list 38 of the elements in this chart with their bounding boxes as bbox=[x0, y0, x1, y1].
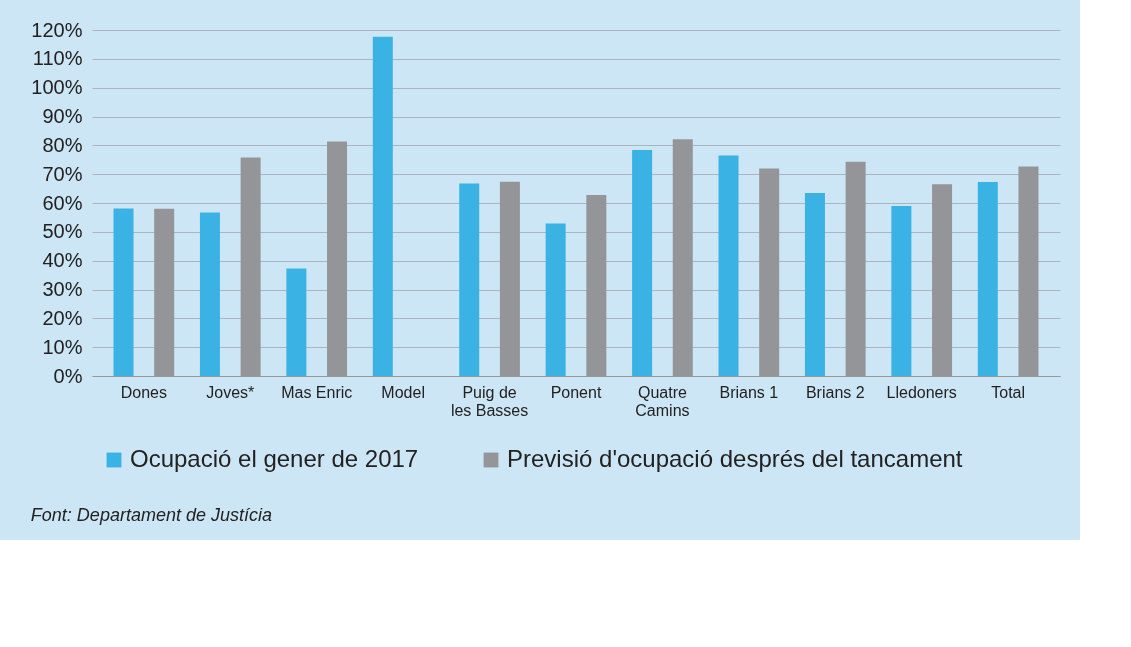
bar bbox=[718, 155, 739, 376]
y-tick-label: 70% bbox=[42, 162, 83, 185]
x-tick-label: Lledoners bbox=[886, 383, 957, 401]
y-tick-label: 80% bbox=[42, 133, 83, 156]
bar bbox=[891, 205, 912, 376]
y-tick-label: 30% bbox=[42, 278, 83, 300]
y-tick-label: 90% bbox=[42, 105, 83, 127]
y-tick-label: 40% bbox=[42, 249, 83, 272]
bar bbox=[545, 223, 566, 376]
bar bbox=[632, 149, 653, 376]
text: Font: Departament de Justícia bbox=[30, 505, 272, 525]
y-tick-label: 100% bbox=[31, 76, 83, 99]
y-tick-label: 120% bbox=[31, 18, 83, 41]
bar bbox=[977, 181, 998, 376]
x-tick-label: Dones bbox=[120, 383, 167, 401]
y-tick-label: 60% bbox=[42, 191, 83, 214]
x-tick-label: Total bbox=[991, 383, 1026, 401]
x-tick-label: Mas Enric bbox=[281, 383, 353, 401]
y-tick-label: 10% bbox=[42, 335, 83, 358]
bar bbox=[113, 208, 134, 376]
y-tick-label: 0% bbox=[53, 364, 83, 387]
bar bbox=[286, 268, 307, 376]
y-tick-label: 20% bbox=[42, 306, 83, 329]
bar bbox=[372, 36, 393, 376]
x-tick-label: Ponent bbox=[550, 383, 602, 401]
y-tick-label: 110% bbox=[32, 47, 83, 70]
bar bbox=[804, 192, 825, 376]
legend-label: Ocupació el gener de 2017 bbox=[130, 445, 419, 472]
bar bbox=[199, 212, 220, 376]
x-tick-label: Quatre Camins bbox=[635, 383, 690, 419]
x-tick-label: Joves* bbox=[206, 383, 255, 401]
x-tick-label: Model bbox=[381, 383, 425, 401]
legend-label: Previsió d'ocupació després del tancament bbox=[507, 445, 963, 472]
y-tick-label: 50% bbox=[42, 220, 83, 243]
x-tick-label: Brians 2 bbox=[805, 383, 865, 401]
bar bbox=[459, 183, 480, 376]
x-tick-label: Brians 1 bbox=[719, 383, 779, 401]
x-tick-label: Puig de les Basses bbox=[450, 383, 529, 419]
